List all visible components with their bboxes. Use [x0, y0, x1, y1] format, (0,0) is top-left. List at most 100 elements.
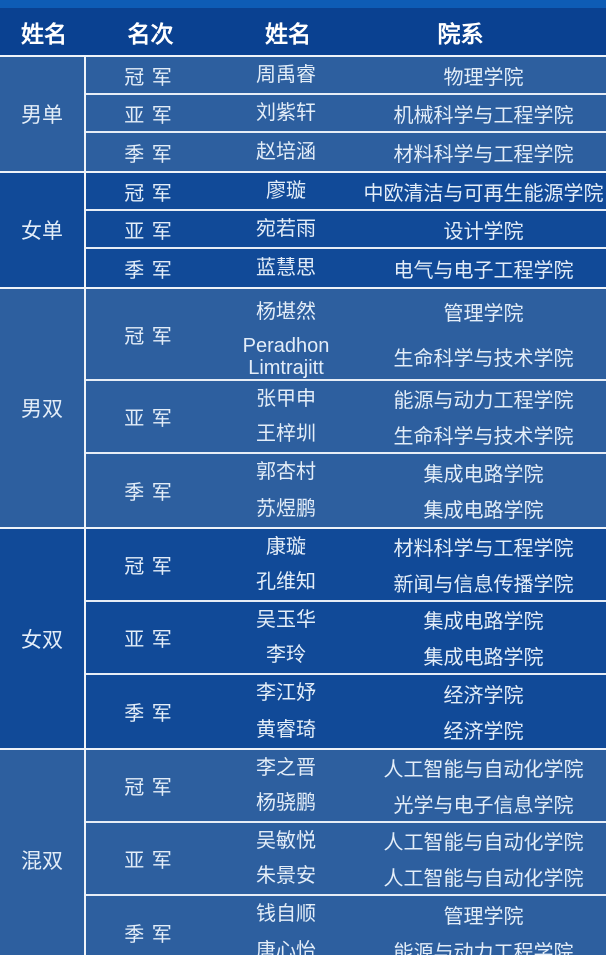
rank-label: 亚 军	[124, 220, 173, 243]
department-name: 材料科学与工程学院	[393, 143, 574, 166]
entries: 张甲申 能源与动力工程学院 王梓圳 生命科学与技术学院	[211, 381, 606, 452]
rank-row: 亚 军 张甲申 能源与动力工程学院 王梓圳 生命科学与技术学院	[86, 381, 606, 454]
player-name: 宛若雨	[256, 218, 316, 240]
rank-label: 冠 军	[124, 325, 173, 348]
entries: 宛若雨 设计学院	[211, 211, 606, 247]
entry-row: 吴敏悦 人工智能与自动化学院	[211, 823, 606, 859]
entries: 周禹睿 物理学院	[211, 57, 606, 93]
rank-rows: 冠 军康璇 材料科学与工程学院 孔维知 新闻与信息传播学院亚 军吴玉华 集成电路学院 李玲…	[86, 529, 606, 748]
entries: 李江妤 经济学院 黄睿琦 经济学院	[211, 675, 606, 748]
entry-row: 郭杏村 集成电路学院	[211, 454, 606, 491]
rank-rows: 冠 军杨堪然 管理学院 Peradhon Limtrajitt 生命科学与技术学院亚 …	[86, 289, 606, 527]
entries: 李之晋 人工智能与自动化学院杨骁鹏 光学与电子信息学院	[211, 750, 606, 821]
section: 男双 冠 军 杨堪然 管理学院 Peradhon Limtrajitt 生命科学与技术学院…	[0, 289, 606, 529]
section: 女双冠 军康璇 材料科学与工程学院 孔维知 新闻与信息传播学院亚 军吴玉华 集成电路学院…	[0, 529, 606, 750]
entries: 钱自顺 管理学院唐心怡 能源与动力工程学院	[211, 896, 606, 955]
player-name: 康璇	[266, 535, 306, 558]
player-name: 唐心怡	[256, 939, 316, 955]
department-name: 经济学院	[443, 721, 524, 744]
rank-label: 冠 军	[124, 182, 173, 205]
entry-row: 张甲申 能源与动力工程学院	[211, 381, 606, 417]
department-name: 人工智能与自动化学院	[383, 759, 584, 782]
player-name: 周禹睿	[256, 64, 316, 86]
entry-row: 唐心怡 能源与动力工程学院	[211, 933, 606, 955]
rank-row: 季 军 钱自顺 管理学院唐心怡 能源与动力工程学院	[86, 896, 606, 955]
entry-row: 王梓圳 生命科学与技术学院	[211, 417, 606, 453]
rank-label: 季 军	[124, 924, 173, 946]
player-name: 蓝慧思	[256, 257, 316, 279]
entries: 蓝慧思 电气与电子工程学院	[211, 249, 606, 287]
rank-row: 冠 军 李之晋 人工智能与自动化学院杨骁鹏 光学与电子信息学院	[86, 750, 606, 823]
player-name: 杨堪然	[256, 300, 316, 323]
top-accent-strip	[0, 0, 606, 8]
section: 混双冠 军李之晋 人工智能与自动化学院 杨骁鹏 光学与电子信息学院亚 军吴敏悦 人工智能…	[0, 750, 606, 955]
entry-row: 刘紫轩 机械科学与工程学院	[211, 95, 606, 131]
rank-row: 冠 军 康璇 材料科学与工程学院 孔维知 新闻与信息传播学院	[86, 529, 606, 602]
rank-row: 亚 军 宛若雨 设计学院	[86, 211, 606, 249]
rank-row: 季 军 郭杏村 集成电路学院苏煜鹏 集成电路学院	[86, 454, 606, 527]
entry-row: 钱自顺 管理学院	[211, 896, 606, 933]
player-name: 苏煜鹏	[256, 497, 316, 520]
rank-row: 亚 军 刘紫轩 机械科学与工程学院	[86, 95, 606, 133]
entry-row: 李玲 集成电路学院	[211, 638, 606, 674]
department-name: 光学与电子信息学院	[393, 794, 574, 817]
entry-row: 杨堪然 管理学院	[211, 289, 606, 334]
rank-label: 季 军	[124, 143, 173, 166]
department-name: 集成电路学院	[423, 500, 544, 523]
department-name: 物理学院	[443, 66, 524, 89]
player-name: Peradhon Limtrajitt	[242, 334, 330, 379]
rank-label: 亚 军	[124, 104, 173, 127]
entry-row: 吴玉华 集成电路学院	[211, 602, 606, 638]
table-header: 姓名 名次 姓名 院系	[0, 8, 606, 57]
player-name: 孔维知	[256, 571, 316, 594]
entry-row: 苏煜鹏 集成电路学院	[211, 491, 606, 528]
entry-row: 黄睿琦 经济学院	[211, 712, 606, 749]
department-name: 经济学院	[443, 684, 524, 707]
entries: 刘紫轩 机械科学与工程学院	[211, 95, 606, 131]
rank-label: 季 军	[124, 482, 173, 504]
player-name: 李之晋	[256, 756, 316, 779]
department-name: 集成电路学院	[423, 463, 544, 486]
entries: 吴玉华 集成电路学院 李玲 集成电路学院	[211, 602, 606, 673]
entries: 康璇 材料科学与工程学院孔维知 新闻与信息传播学院	[211, 529, 606, 600]
category-cell: 女双	[0, 529, 86, 748]
department-name: 电气与电子工程学院	[393, 259, 574, 282]
player-name: 李玲	[266, 644, 306, 667]
entry-row: 康璇 材料科学与工程学院	[211, 529, 606, 565]
entry-row: 廖璇 中欧清洁与可再生能源学院	[211, 173, 606, 209]
entry-row: 宛若雨 设计学院	[211, 211, 606, 247]
rank-rows: 冠 军李之晋 人工智能与自动化学院 杨骁鹏 光学与电子信息学院亚 军吴敏悦 人工智能与自…	[86, 750, 606, 955]
category-cell: 男单	[0, 57, 86, 171]
department-name: 人工智能与自动化学院	[383, 867, 584, 890]
department-name: 管理学院	[443, 303, 524, 325]
department-name: 新闻与信息传播学院	[393, 573, 574, 596]
player-name: 吴玉华	[256, 608, 316, 631]
entry-row: 蓝慧思 电气与电子工程学院	[211, 249, 606, 287]
entry-row: 赵培涵 材料科学与工程学院	[211, 133, 606, 171]
department-name: 材料科学与工程学院	[393, 538, 574, 561]
rank-label: 亚 军	[124, 408, 173, 430]
department-name: 人工智能与自动化学院	[383, 832, 584, 855]
player-name: 李江妤	[256, 682, 316, 705]
rank-row: 冠 军 廖璇 中欧清洁与可再生能源学院	[86, 173, 606, 211]
department-name: 中欧清洁与可再生能源学院	[363, 182, 604, 205]
rank-label: 冠 军	[124, 777, 173, 799]
rank-row: 季 军 赵培涵 材料科学与工程学院	[86, 133, 606, 171]
rank-row: 冠 军 周禹睿 物理学院	[86, 57, 606, 95]
rank-row: 亚 军吴玉华 集成电路学院 李玲 集成电路学院	[86, 602, 606, 675]
department-name: 集成电路学院	[423, 611, 544, 634]
entry-row: 杨骁鹏 光学与电子信息学院	[211, 786, 606, 822]
entries: 廖璇 中欧清洁与可再生能源学院	[211, 173, 606, 209]
player-name: 吴敏悦	[256, 829, 316, 852]
department-name: 机械科学与工程学院	[393, 104, 574, 127]
header-cell-department: 院系	[437, 20, 484, 47]
entries: 吴敏悦 人工智能与自动化学院 朱景安 人工智能与自动化学院	[211, 823, 606, 894]
rank-label: 亚 军	[124, 850, 173, 872]
department-name: 能源与动力工程学院	[393, 942, 574, 955]
header-cell-category-name: 姓名	[21, 20, 67, 47]
player-name: 杨骁鹏	[256, 792, 316, 815]
header-cell-rank: 名次	[127, 20, 174, 47]
category-cell: 男双	[0, 289, 86, 527]
rank-row: 亚 军吴敏悦 人工智能与自动化学院 朱景安 人工智能与自动化学院	[86, 823, 606, 896]
entries: 郭杏村 集成电路学院苏煜鹏 集成电路学院	[211, 454, 606, 527]
